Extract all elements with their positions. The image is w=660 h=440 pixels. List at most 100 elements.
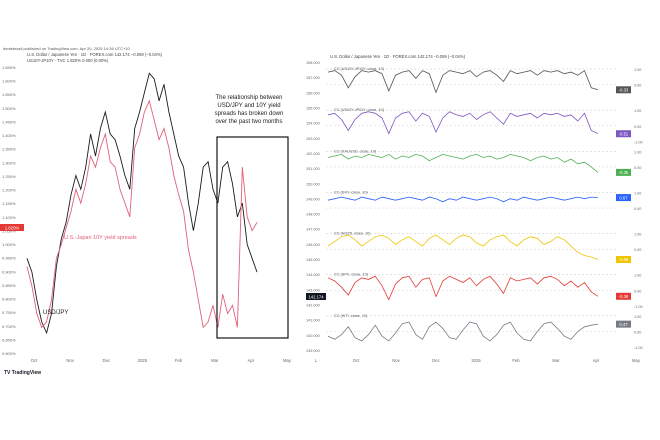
panel-axis-label: -1.00 (634, 346, 643, 350)
panel-value-badge (616, 86, 631, 94)
breakdown-note-line: USD/JPY and 10Y yield (217, 103, 280, 109)
current-value-text: 1.820% (5, 226, 20, 231)
y-tick-label: 148.000 (306, 213, 320, 217)
y-tick-label: 1.350% (2, 147, 16, 152)
correlation-series-line (327, 111, 599, 135)
x-tick-label: Feb (512, 358, 520, 363)
chart-header-line-2: US10Y-JP10Y · TVC 1.820% 0.000 (0.00%) (27, 58, 109, 63)
x-tick-label: Dec (432, 358, 439, 363)
panel-value-text: -0.51 (619, 131, 629, 136)
y-tick-label: 0.700% (2, 324, 16, 329)
y-tick-label: 1.400% (2, 133, 16, 138)
x-tick-label: May (632, 358, 641, 363)
x-tick-label: Apr (248, 358, 255, 363)
x-tick-label: May (283, 358, 292, 363)
y-tick-label: 147.000 (306, 228, 320, 232)
y-tick-label: 151.000 (306, 167, 320, 171)
y-tick-label: 140.000 (306, 334, 320, 338)
y-tick-label: 1.450% (2, 119, 16, 124)
panel-title: CC (US02Y-JP02Y, close, 10) (334, 108, 385, 112)
tv-logo-text: TradingView (11, 370, 42, 376)
breakdown-note-line: spreads has broken down (215, 111, 284, 117)
correlation-series-line (327, 275, 599, 301)
y-tick-label: 153.000 (306, 137, 320, 141)
x-tick-label: Oct (31, 358, 38, 363)
y-tick-label: 1.550% (2, 92, 16, 97)
correlation-series-line (327, 234, 599, 260)
panel-axis-label: 1.00 (634, 68, 641, 72)
tv-logo-icon: TV (4, 370, 11, 376)
x-tick-label: Dec (103, 358, 110, 363)
panel-value-text: -0.33 (619, 87, 629, 92)
x-tick-label: 2025 (138, 358, 148, 363)
y-tick-label: 1.300% (2, 160, 16, 165)
panel-axis-label: 1.00 (634, 191, 641, 195)
usdjpy-series-label: USD/JPY (43, 310, 68, 316)
y-tick-label: 0.650% (2, 337, 16, 342)
panel-axis-label: 1.00 (634, 315, 641, 319)
y-tick-label: 0.800% (2, 297, 16, 302)
panel-title: CC (SPX, close, 10) (334, 273, 369, 277)
y-tick-label: 143.000 (306, 288, 320, 292)
panel-value-text: -0.35 (619, 170, 629, 175)
tradingview-logo[interactable]: TV TradingView (4, 370, 41, 376)
y-tick-label: 154.000 (306, 122, 320, 126)
y-tick-label: 149.000 (306, 197, 320, 201)
panel-value-text: 0.47 (619, 322, 628, 327)
publication-info: dentsbrazil published on TradingView.com… (3, 46, 130, 51)
panel-axis-label: 1.00 (634, 274, 641, 278)
breakdown-note-line: over the past two months (215, 119, 282, 125)
price-badge-text: 142.174 (308, 295, 324, 300)
panel-title: CC (XAUUSD, close, 10) (334, 149, 377, 153)
panel-value-badge (616, 168, 631, 176)
correlation-series-line (327, 69, 599, 94)
panel-title: CC (NI225, close, 10) (334, 232, 371, 236)
y-tick-label: 155.000 (306, 106, 320, 110)
y-tick-label: 1.250% (2, 174, 16, 179)
yield-spread-series-line (26, 99, 258, 329)
panel-axis-label: -1.00 (634, 305, 643, 309)
y-tick-label: 1.500% (2, 106, 16, 111)
breakdown-box (216, 136, 289, 339)
y-tick-label: 0.750% (2, 310, 16, 315)
panel-value-badge (616, 256, 631, 264)
panel-axis-label: 1.00 (634, 109, 641, 113)
breakdown-note-line: The relationship between (215, 95, 282, 101)
correlation-series-line (327, 153, 599, 173)
correlation-series-line (327, 321, 599, 342)
panel-axis-label: 1.00 (634, 233, 641, 237)
panel-value-text: 0.67 (619, 195, 628, 200)
y-tick-label: 0.900% (2, 269, 16, 274)
panel-axis-label: 0.00 (634, 166, 641, 170)
panel-axis-label: 0.00 (634, 84, 641, 88)
panel-axis-label: 0.00 (634, 125, 641, 129)
panel-axis-label: -1.00 (634, 140, 643, 144)
current-value-badge (0, 224, 24, 231)
correlation-chart: U.S. Dollar / Japanese Yen · 1D · FOREX.… (306, 54, 643, 363)
y-tick-label: 146.000 (306, 243, 320, 247)
y-tick-label: 0.850% (2, 283, 16, 288)
x-tick-label: 2025 (471, 358, 481, 363)
chart-header-line-1: U.S. Dollar / Japanese Yen · 1D · FOREX.… (27, 52, 163, 57)
usdjpy-series-line (26, 72, 258, 335)
x-tick-label: L (315, 358, 318, 363)
y-tick-label: 152.000 (306, 152, 320, 156)
y-tick-label: 144.000 (306, 273, 320, 277)
panel-title: CC (WTI, close, 10) (334, 314, 368, 318)
panel-value-badge (616, 194, 631, 202)
y-tick-label: 157.000 (306, 76, 320, 80)
x-tick-label: Feb (175, 358, 183, 363)
panel-axis-label: 0.00 (634, 289, 641, 293)
y-tick-label: 1.000% (2, 242, 16, 247)
panel-title: CC (DXY, close, 10) (334, 190, 368, 194)
y-tick-label: 142.000 (306, 304, 320, 308)
panel-axis-label: 0.00 (634, 207, 641, 211)
panel-title: CC (US10Y-JP10Y, close, 10) (334, 67, 385, 71)
y-tick-label: 139.000 (306, 349, 320, 353)
x-tick-label: Nov (392, 358, 400, 363)
panel-value-badge (616, 320, 631, 328)
y-tick-label: 1.650% (2, 65, 16, 70)
x-tick-label: Nov (66, 358, 74, 363)
y-tick-label: 1.150% (2, 201, 16, 206)
y-tick-label: 156.000 (306, 91, 320, 95)
